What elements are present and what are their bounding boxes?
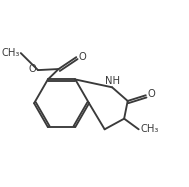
Text: NH: NH [105,76,120,85]
Text: O: O [78,52,86,62]
Text: CH₃: CH₃ [1,48,19,58]
Text: O: O [148,89,156,99]
Text: O: O [29,64,37,74]
Text: CH₃: CH₃ [140,124,159,134]
